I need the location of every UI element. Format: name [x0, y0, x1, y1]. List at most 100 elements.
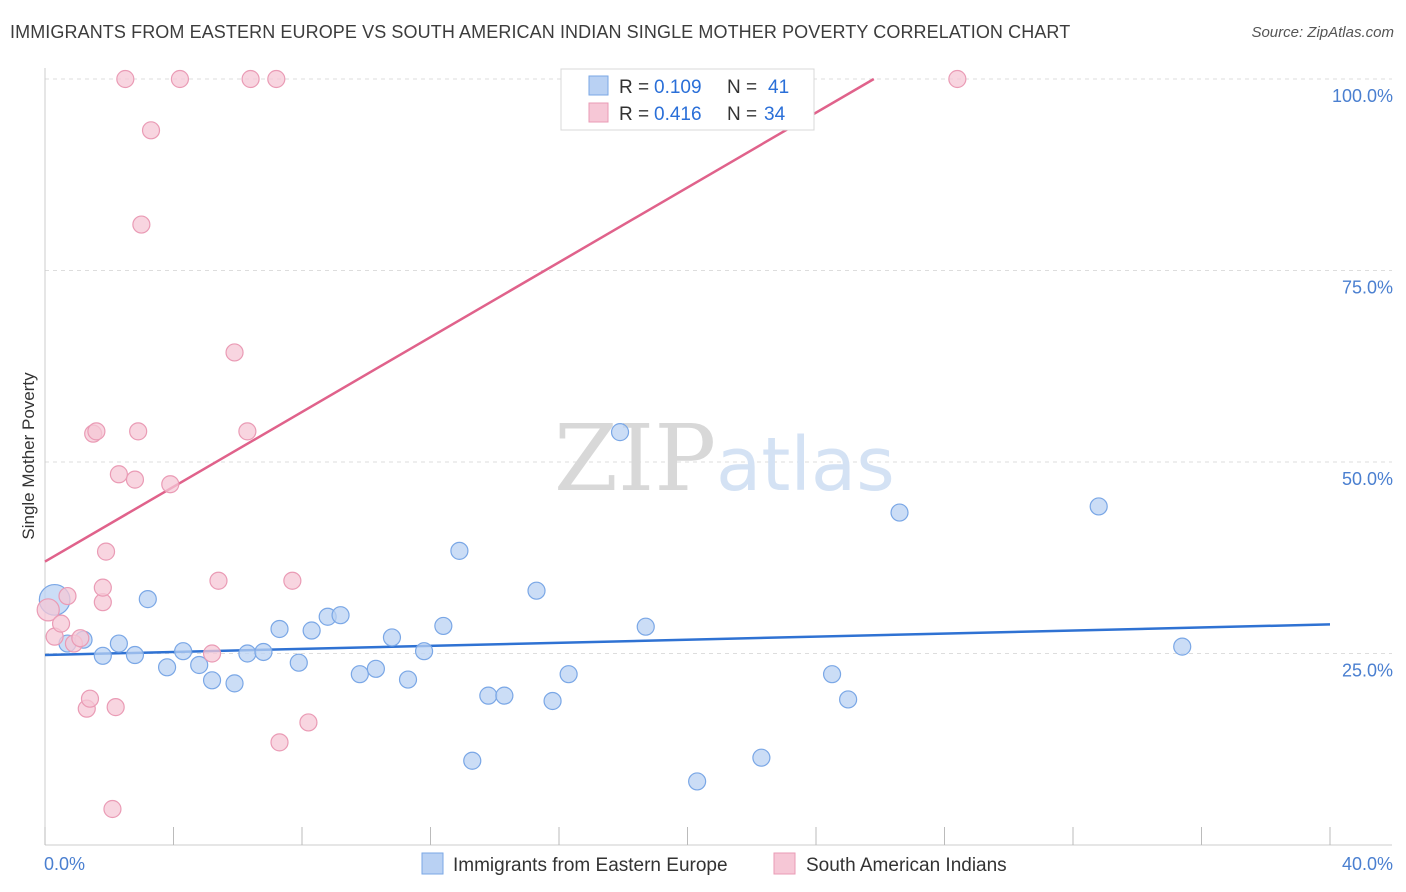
chart-title: IMMIGRANTS FROM EASTERN EUROPE VS SOUTH … — [10, 22, 1071, 42]
point-series2-17 — [125, 470, 145, 489]
point-series1-10 — [202, 671, 222, 690]
point-series2-14 — [106, 698, 125, 717]
point-series1-37 — [839, 690, 858, 709]
point-series2-19 — [132, 215, 151, 234]
legend-n-value-1: 41 — [768, 77, 789, 98]
point-series2-20 — [141, 121, 161, 140]
data-points — [36, 69, 1192, 819]
x-tick-labels: 0.0% 40.0% — [44, 854, 1393, 874]
point-series1-35 — [752, 748, 771, 767]
point-series2-13 — [103, 799, 122, 819]
watermark-atlas: atlas — [716, 422, 895, 508]
point-series2-0 — [36, 598, 60, 622]
point-series1-30 — [543, 691, 562, 711]
point-series2-9 — [87, 422, 106, 441]
point-series1-5 — [125, 645, 145, 665]
legend-n-label-1: N = — [727, 77, 757, 98]
trend-line-series1 — [44, 623, 1331, 657]
gridlines — [45, 78, 1392, 654]
point-series1-28 — [495, 686, 514, 705]
point-series1-12 — [238, 644, 257, 663]
watermark-zip: ZIP — [554, 405, 716, 512]
point-series1-18 — [331, 606, 350, 625]
point-series2-32 — [948, 69, 967, 89]
point-series1-7 — [157, 658, 177, 677]
point-series1-15 — [289, 653, 308, 672]
point-series2-21 — [161, 475, 180, 494]
y-tick-label-0: 25.0% — [1342, 661, 1393, 681]
point-series1-27 — [479, 686, 498, 705]
correlation-legend: R = 0.109 N = 41 R = 0.416 N = 34 — [560, 68, 815, 131]
point-series2-27 — [241, 69, 260, 89]
y-axis-label: Single Mother Poverty — [19, 372, 38, 540]
point-series2-26 — [238, 422, 257, 441]
point-series2-22 — [170, 69, 190, 89]
point-series1-24 — [434, 616, 453, 636]
legend-swatch-blue — [588, 75, 609, 96]
point-series2-23 — [202, 644, 222, 663]
point-series2-18 — [129, 422, 148, 441]
point-series1-31 — [559, 665, 578, 684]
point-series2-24 — [209, 571, 228, 590]
legend-r-value-1: 0.109 — [654, 77, 702, 98]
point-series2-5 — [71, 629, 90, 648]
legend-r-label-2: R = — [619, 104, 649, 125]
point-series1-9 — [190, 655, 209, 675]
point-series1-13 — [254, 642, 273, 662]
point-series1-16 — [302, 621, 321, 640]
point-series1-34 — [688, 772, 707, 791]
y-tick-labels: 25.0% 50.0% 75.0% 100.0% — [1332, 86, 1393, 681]
point-series1-20 — [366, 659, 385, 678]
legend-r-value-2: 0.416 — [654, 104, 702, 125]
point-series1-29 — [527, 581, 546, 600]
y-tick-label-2: 75.0% — [1342, 278, 1393, 298]
point-series1-19 — [350, 665, 369, 684]
watermark: ZIP atlas — [554, 405, 895, 512]
point-series2-31 — [299, 713, 318, 732]
point-series1-22 — [398, 670, 418, 689]
x-tick-label-1: 40.0% — [1342, 854, 1393, 874]
point-series2-3 — [58, 586, 77, 606]
axes — [44, 68, 1392, 846]
point-series2-30 — [283, 571, 302, 590]
point-series1-32 — [610, 423, 630, 442]
point-series1-26 — [463, 751, 482, 770]
legend-r-label-1: R = — [619, 77, 649, 98]
point-series2-25 — [225, 343, 244, 362]
series-legend-label-1: Immigrants from Eastern Europe — [453, 855, 728, 876]
point-series1-6 — [138, 590, 157, 609]
y-tick-label-3: 100.0% — [1332, 86, 1393, 106]
point-series2-11 — [93, 578, 112, 597]
point-series1-38 — [890, 503, 909, 522]
point-series1-33 — [636, 617, 655, 636]
point-series2-15 — [109, 465, 128, 484]
legend-n-value-2: 34 — [764, 104, 786, 125]
point-series2-12 — [96, 542, 116, 561]
point-series1-4 — [109, 634, 128, 653]
point-series2-2 — [51, 614, 71, 633]
point-series1-3 — [93, 646, 112, 665]
legend-n-label-2: N = — [727, 104, 757, 125]
point-series1-39 — [1089, 497, 1108, 516]
series-legend: Immigrants from Eastern Europe South Ame… — [421, 852, 1007, 876]
legend-swatch-pink — [588, 102, 609, 123]
source-label: Source: ZipAtlas.com — [1251, 24, 1394, 41]
series-legend-swatch-blue — [421, 852, 444, 875]
point-series1-40 — [1173, 637, 1192, 656]
point-series1-14 — [270, 619, 289, 639]
point-series2-29 — [270, 733, 289, 752]
point-series1-21 — [382, 628, 402, 647]
point-series1-8 — [174, 642, 193, 661]
point-series2-28 — [267, 69, 286, 89]
point-series1-36 — [822, 665, 842, 684]
point-series1-25 — [450, 541, 469, 560]
y-tick-label-1: 50.0% — [1342, 469, 1393, 489]
point-series1-23 — [414, 642, 434, 661]
point-series2-7 — [80, 689, 100, 708]
series-legend-label-2: South American Indians — [806, 855, 1007, 876]
series-legend-swatch-pink — [773, 852, 796, 875]
point-series1-11 — [225, 674, 244, 693]
trend-line-series2 — [44, 77, 875, 563]
x-tick-label-0: 0.0% — [44, 854, 85, 874]
